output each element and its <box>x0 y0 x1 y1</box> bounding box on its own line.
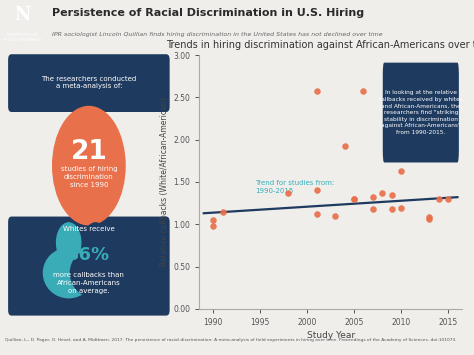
Text: The researchers conducted
a meta-analysis of:: The researchers conducted a meta-analysi… <box>41 76 137 89</box>
Point <box>388 206 395 212</box>
Ellipse shape <box>44 248 94 298</box>
Point <box>426 215 433 220</box>
Point <box>426 216 433 222</box>
Point <box>379 190 386 196</box>
FancyBboxPatch shape <box>8 54 170 112</box>
FancyBboxPatch shape <box>383 62 459 163</box>
Circle shape <box>53 106 125 225</box>
Point <box>210 223 217 229</box>
X-axis label: Study Year: Study Year <box>307 331 355 340</box>
Text: 21: 21 <box>71 139 107 165</box>
Point <box>397 205 405 211</box>
Text: Trend for studies from:
1990-2015: Trend for studies from: 1990-2015 <box>255 180 335 194</box>
Point <box>313 211 320 217</box>
FancyBboxPatch shape <box>8 217 170 316</box>
Circle shape <box>56 223 81 262</box>
Circle shape <box>83 223 108 262</box>
Text: more callbacks than
African-Americans
on average.: more callbacks than African-Americans on… <box>54 272 124 294</box>
Text: N: N <box>14 6 31 24</box>
Point <box>360 88 367 94</box>
Text: Whites receive: Whites receive <box>63 226 115 232</box>
Text: In looking at the relative
callbacks received by whites
and African-Americans, t: In looking at the relative callbacks rec… <box>378 90 463 135</box>
Point <box>341 143 348 148</box>
Title: Trends in hiring discrimination against African-Americans over time: Trends in hiring discrimination against … <box>166 40 474 50</box>
Text: Quillian, L., D. Pager, O. Hexel, and A. Midtboen. 2017. The persistence of raci: Quillian, L., D. Pager, O. Hexel, and A.… <box>5 338 456 342</box>
Point <box>435 196 442 202</box>
Point <box>284 190 292 196</box>
Y-axis label: Relative callbacks (White/African-American): Relative callbacks (White/African-Americ… <box>160 98 169 266</box>
Text: 36%: 36% <box>67 246 110 264</box>
Point <box>350 196 358 202</box>
Text: studies of hiring
discrimination
since 1990: studies of hiring discrimination since 1… <box>61 166 117 188</box>
Point <box>313 88 320 94</box>
Point <box>331 213 339 219</box>
Ellipse shape <box>70 248 121 298</box>
Point <box>313 187 320 193</box>
Text: IPR sociologist Lincoln Quillian finds hiring discrimination in the United State: IPR sociologist Lincoln Quillian finds h… <box>52 32 383 37</box>
Point <box>369 194 377 200</box>
Text: INSTITUTE FOR
POLICY RESEARCH: INSTITUTE FOR POLICY RESEARCH <box>4 33 41 42</box>
Point <box>350 196 358 202</box>
Point <box>210 217 217 223</box>
Point <box>397 168 405 174</box>
Point <box>369 206 377 212</box>
Point <box>388 192 395 197</box>
Point <box>444 196 452 202</box>
Point <box>219 209 227 214</box>
Text: Persistence of Racial Discrimination in U.S. Hiring: Persistence of Racial Discrimination in … <box>52 8 364 18</box>
